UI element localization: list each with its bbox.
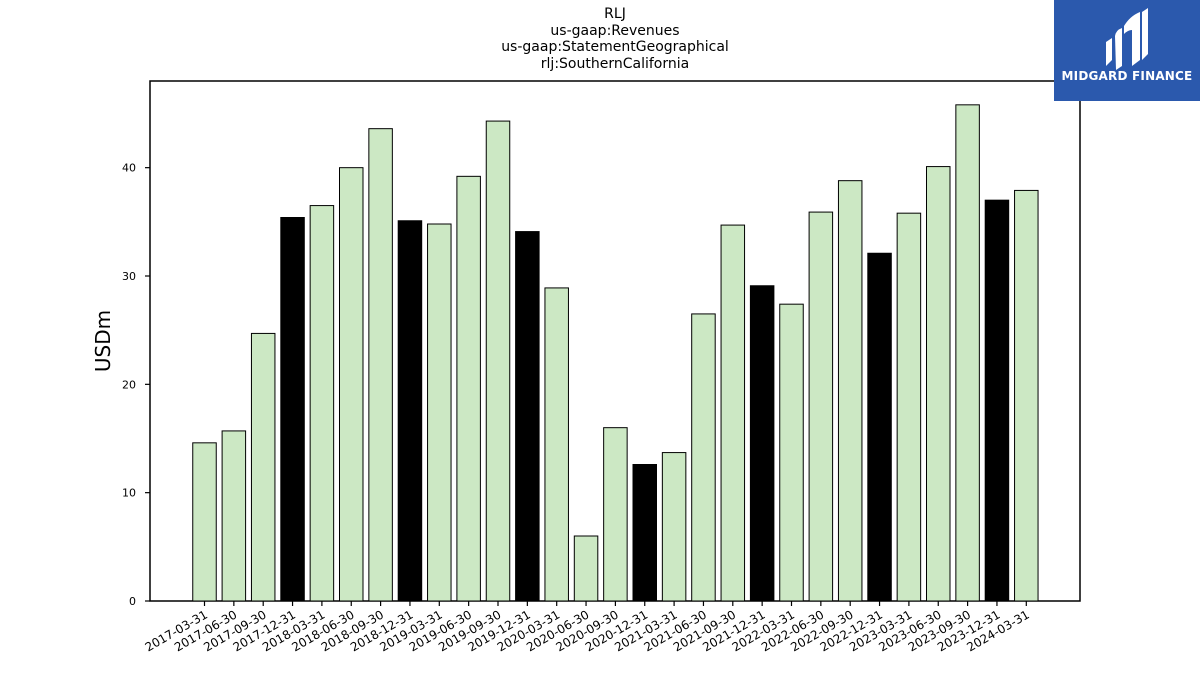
bar [485, 120, 511, 602]
y-tick-label: 0 [129, 595, 136, 608]
bar-year-end [984, 199, 1010, 602]
chart-title: RLJ us-gaap:Revenues us-gaap:StatementGe… [415, 6, 815, 72]
bar-year-end [632, 464, 657, 602]
bar [837, 180, 863, 602]
bar [808, 211, 834, 602]
bar [339, 167, 364, 602]
y-tick-label: 30 [122, 270, 136, 283]
brand-logo: MIDGARD FINANCE [1054, 0, 1200, 101]
title-line-axis: us-gaap:StatementGeographical [501, 39, 729, 56]
bar [926, 166, 951, 602]
bar [603, 427, 628, 602]
title-line-member: rlj:SouthernCalifornia [540, 55, 690, 72]
bar [955, 104, 980, 602]
y-tick-label: 10 [122, 487, 136, 500]
bar-year-end [397, 220, 423, 602]
bar [221, 430, 247, 602]
brand-name: MIDGARD FINANCE [1061, 69, 1193, 83]
bar [544, 287, 569, 602]
y-axis-label: USDm [91, 310, 115, 372]
bar [192, 442, 217, 602]
bar [896, 212, 922, 602]
midgard-logo-icon [1106, 8, 1148, 70]
bar [456, 175, 481, 602]
title-line-ticker: RLJ [604, 6, 626, 22]
bar [661, 452, 687, 602]
bar [309, 205, 335, 602]
bar [427, 223, 452, 602]
bar [720, 224, 746, 602]
bar [691, 313, 716, 602]
bar-year-end [280, 217, 305, 602]
bar [368, 128, 393, 602]
bar [573, 535, 599, 602]
bar [779, 303, 804, 602]
title-line-concept: us-gaap:Revenues [550, 22, 680, 39]
bar [1014, 189, 1039, 602]
bar-year-end [749, 285, 775, 602]
y-tick-label: 40 [122, 162, 136, 175]
y-tick-label: 20 [122, 378, 136, 391]
bar-year-end [867, 252, 892, 602]
bar [250, 332, 276, 602]
bar-year-end [515, 231, 540, 602]
